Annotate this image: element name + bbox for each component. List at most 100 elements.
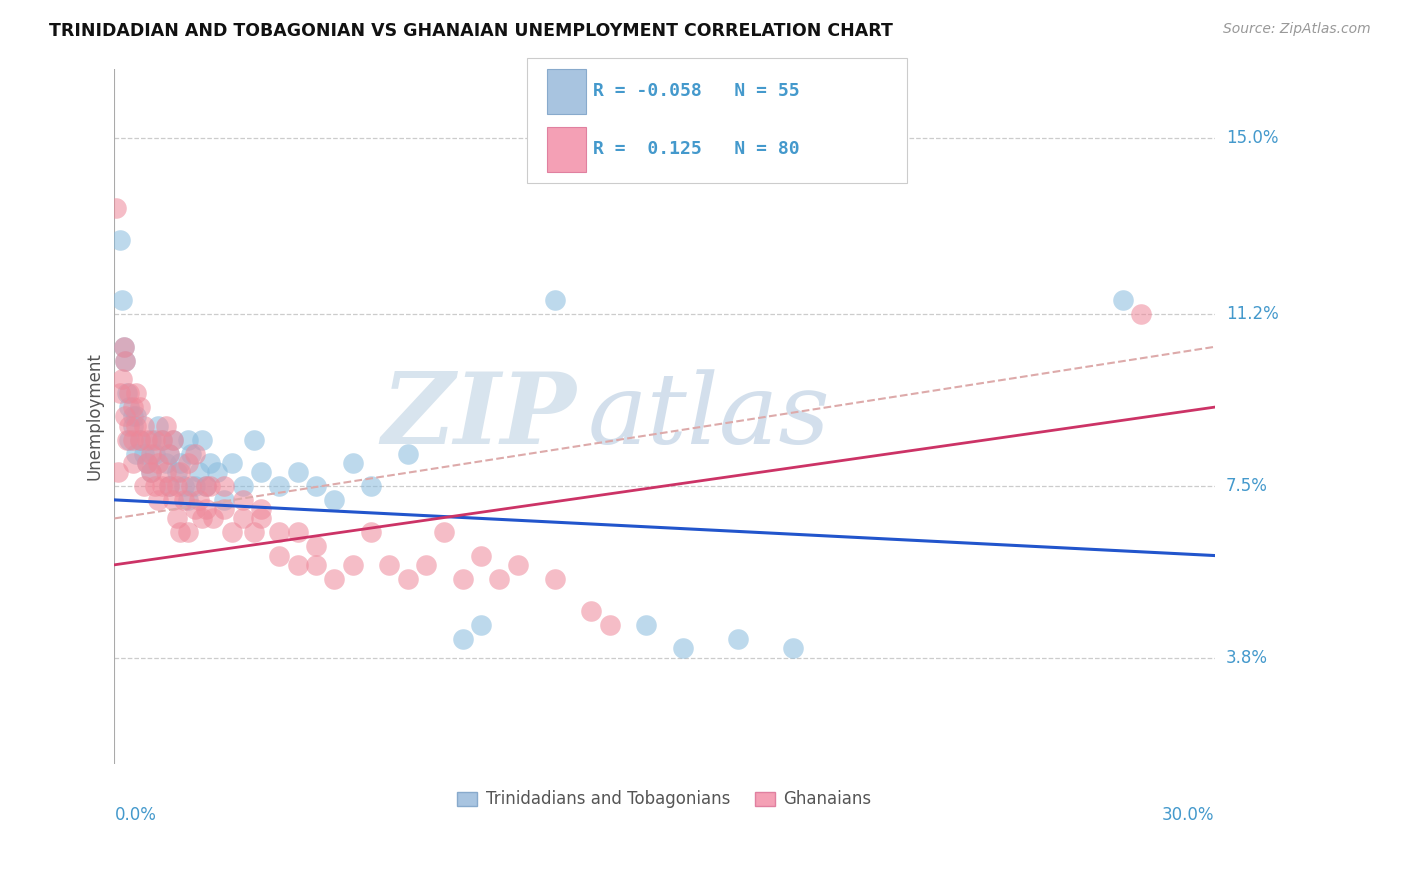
Point: [118, 400, 141, 414]
Point: [169, 525, 191, 540]
Point: [121, 400, 143, 414]
Point: [117, 386, 139, 401]
Point: [177, 456, 200, 470]
Point: [360, 479, 382, 493]
Point: [118, 433, 141, 447]
Point: [672, 641, 695, 656]
Point: [1130, 307, 1153, 321]
Point: [269, 549, 291, 563]
Point: [195, 479, 218, 493]
Point: [108, 233, 131, 247]
Point: [396, 446, 419, 460]
Point: [177, 525, 200, 540]
Point: [305, 479, 328, 493]
Point: [187, 492, 209, 507]
Point: [173, 492, 195, 507]
Point: [136, 456, 159, 470]
Point: [162, 433, 184, 447]
Text: 15.0%: 15.0%: [1226, 129, 1278, 147]
Point: [118, 386, 141, 401]
Point: [125, 409, 148, 424]
Point: [470, 618, 492, 632]
Point: [148, 492, 170, 507]
Point: [184, 446, 207, 460]
Text: Source: ZipAtlas.com: Source: ZipAtlas.com: [1223, 22, 1371, 37]
Text: 3.8%: 3.8%: [1226, 648, 1268, 666]
Text: 30.0%: 30.0%: [1163, 806, 1215, 824]
Point: [177, 492, 200, 507]
Text: R =  0.125   N = 80: R = 0.125 N = 80: [593, 140, 800, 159]
Point: [184, 502, 207, 516]
Point: [221, 525, 243, 540]
Point: [162, 492, 184, 507]
Point: [125, 386, 148, 401]
Point: [159, 479, 181, 493]
Point: [129, 433, 152, 447]
Point: [177, 433, 200, 447]
Point: [287, 465, 309, 479]
Text: 0.0%: 0.0%: [114, 806, 156, 824]
Point: [506, 558, 529, 572]
Text: ZIP: ZIP: [381, 368, 576, 465]
Point: [305, 558, 328, 572]
Point: [166, 465, 188, 479]
Point: [159, 479, 181, 493]
Point: [184, 479, 207, 493]
Point: [114, 353, 136, 368]
Point: [198, 456, 221, 470]
Point: [636, 618, 658, 632]
Point: [415, 558, 437, 572]
Point: [169, 456, 191, 470]
Point: [139, 465, 162, 479]
Point: [129, 433, 152, 447]
Text: TRINIDADIAN AND TOBAGONIAN VS GHANAIAN UNEMPLOYMENT CORRELATION CHART: TRINIDADIAN AND TOBAGONIAN VS GHANAIAN U…: [49, 22, 893, 40]
Point: [169, 465, 191, 479]
Point: [136, 456, 159, 470]
Point: [287, 525, 309, 540]
Point: [166, 479, 188, 493]
Point: [150, 479, 173, 493]
Point: [579, 604, 602, 618]
Point: [360, 525, 382, 540]
Point: [121, 409, 143, 424]
Point: [198, 479, 221, 493]
Point: [195, 479, 218, 493]
Point: [433, 525, 456, 540]
Point: [112, 340, 135, 354]
Point: [202, 511, 225, 525]
Point: [470, 549, 492, 563]
Point: [187, 465, 209, 479]
Point: [173, 479, 195, 493]
Point: [114, 353, 136, 368]
Point: [139, 433, 162, 447]
Point: [112, 340, 135, 354]
Point: [599, 618, 621, 632]
Point: [129, 400, 152, 414]
Point: [180, 479, 202, 493]
Y-axis label: Unemployment: Unemployment: [86, 352, 103, 480]
Legend: Trinidadians and Tobagonians, Ghanaians: Trinidadians and Tobagonians, Ghanaians: [451, 784, 879, 815]
Point: [159, 446, 181, 460]
Point: [111, 293, 134, 308]
Point: [180, 446, 202, 460]
Text: R = -0.058   N = 55: R = -0.058 N = 55: [593, 82, 800, 101]
Point: [155, 465, 177, 479]
Point: [727, 632, 749, 646]
Point: [114, 409, 136, 424]
Point: [125, 418, 148, 433]
Point: [195, 502, 218, 516]
Point: [269, 525, 291, 540]
Point: [242, 525, 264, 540]
Text: 11.2%: 11.2%: [1226, 305, 1278, 324]
Point: [121, 433, 143, 447]
Point: [232, 479, 254, 493]
Point: [191, 511, 214, 525]
Point: [148, 418, 170, 433]
Point: [143, 479, 166, 493]
Point: [250, 465, 273, 479]
Point: [782, 641, 804, 656]
Point: [221, 456, 243, 470]
Point: [143, 433, 166, 447]
Point: [543, 293, 565, 308]
Point: [214, 502, 236, 516]
